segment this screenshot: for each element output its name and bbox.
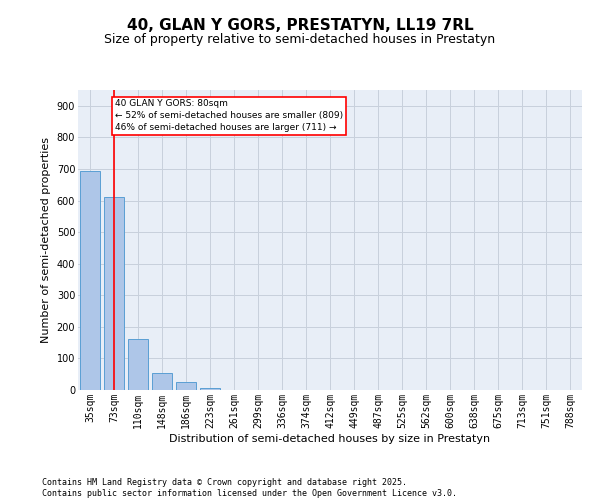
Bar: [200, 388, 220, 390]
Text: Size of property relative to semi-detached houses in Prestatyn: Size of property relative to semi-detach…: [104, 32, 496, 46]
Bar: [80, 170, 100, 390]
Bar: [104, 198, 124, 390]
Bar: [152, 372, 172, 390]
Text: 40 GLAN Y GORS: 80sqm
← 52% of semi-detached houses are smaller (809)
46% of sem: 40 GLAN Y GORS: 80sqm ← 52% of semi-deta…: [115, 100, 343, 132]
Text: 40, GLAN Y GORS, PRESTATYN, LL19 7RL: 40, GLAN Y GORS, PRESTATYN, LL19 7RL: [127, 18, 473, 32]
Bar: [176, 382, 196, 390]
Text: Contains HM Land Registry data © Crown copyright and database right 2025.
Contai: Contains HM Land Registry data © Crown c…: [42, 478, 457, 498]
Bar: [128, 340, 148, 390]
X-axis label: Distribution of semi-detached houses by size in Prestatyn: Distribution of semi-detached houses by …: [169, 434, 491, 444]
Y-axis label: Number of semi-detached properties: Number of semi-detached properties: [41, 137, 51, 343]
